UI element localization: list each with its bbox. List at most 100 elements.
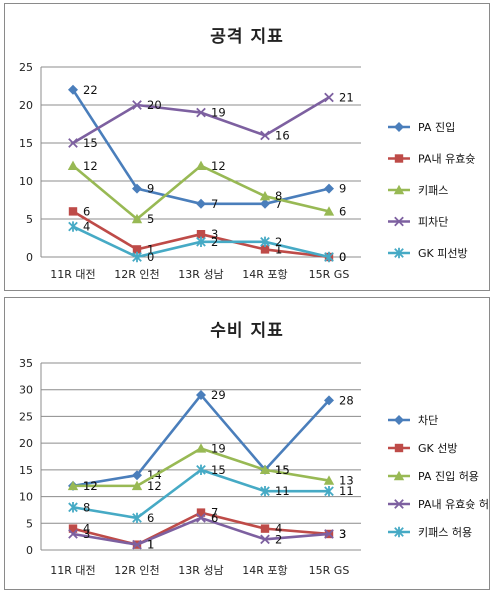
data-label: 6 xyxy=(211,511,218,525)
attack-chart-panel: 공격 지표 0 5 10 15 20 25 11R 대전 12R 인천 13R 성남 14R 포항… xyxy=(4,3,490,291)
data-point xyxy=(324,486,334,497)
data-label: 13 xyxy=(339,474,354,488)
data-point xyxy=(323,475,335,485)
y-tick-label: 20 xyxy=(19,437,33,450)
y-tick-label: 35 xyxy=(19,357,33,370)
data-point xyxy=(196,230,206,239)
data-point xyxy=(196,508,206,517)
data-point xyxy=(324,251,334,263)
x-tick-label: 13R 성남 xyxy=(178,564,223,577)
x-tick-label: 12R 인천 xyxy=(114,563,159,577)
data-point xyxy=(260,524,270,533)
series-5: 8 6 15 11 11 xyxy=(68,463,354,525)
data-point xyxy=(132,512,142,524)
legend-marker xyxy=(394,415,404,425)
data-point xyxy=(68,524,78,533)
series-4: 15 20 19 16 21 xyxy=(68,90,354,150)
data-label: 3 xyxy=(83,527,90,541)
data-point xyxy=(68,502,78,513)
y-tick-label: 20 xyxy=(19,99,33,112)
data-point xyxy=(132,100,142,110)
legend-item: PA내 유효슛 허용 xyxy=(388,498,489,511)
data-label: 4 xyxy=(275,522,282,536)
data-label: 8 xyxy=(83,500,90,514)
y-tick-label: 25 xyxy=(19,410,33,423)
x-tick-label: 15R GS xyxy=(309,268,350,281)
legend-label: 차단 xyxy=(418,414,438,427)
data-point xyxy=(260,486,270,497)
legend-marker xyxy=(394,247,404,259)
data-label: 3 xyxy=(211,227,218,241)
data-point xyxy=(323,206,335,216)
data-point xyxy=(132,251,142,263)
attack-chart-title: 공격 지표 xyxy=(210,27,284,47)
data-label: 8 xyxy=(275,189,282,203)
series-1: 22 9 7 7 9 xyxy=(68,83,346,211)
legend-label: 키패스 허용 xyxy=(418,526,472,539)
data-label: 12 xyxy=(83,479,98,493)
data-label: 28 xyxy=(339,393,354,407)
legend-item: 키패스 허용 xyxy=(388,526,472,539)
data-point xyxy=(196,107,206,118)
data-point xyxy=(195,160,207,170)
data-label: 4 xyxy=(83,522,90,536)
x-tick-label: 14R 포항 xyxy=(242,268,287,281)
data-point xyxy=(132,245,142,254)
x-tick-label: 11R 대전 xyxy=(50,268,95,281)
data-label: 11 xyxy=(275,484,290,498)
data-label: 12 xyxy=(211,159,226,173)
series-3: 12 5 12 8 6 xyxy=(67,159,346,226)
data-label: 15 xyxy=(83,136,98,150)
data-label: 0 xyxy=(339,250,346,264)
data-label: 21 xyxy=(339,90,354,104)
data-label: 12 xyxy=(83,159,98,173)
legend-item: 피차단 xyxy=(388,216,448,229)
data-label: 6 xyxy=(147,511,154,525)
data-label: 9 xyxy=(147,182,154,196)
legend-label: GK 선방 xyxy=(418,442,457,455)
data-label: 1 xyxy=(147,538,154,552)
data-label: 1 xyxy=(147,242,154,256)
data-label: 19 xyxy=(211,106,226,120)
data-label: 2 xyxy=(211,235,218,249)
y-tick-label: 30 xyxy=(19,384,33,397)
series-5: 4 0 2 2 0 xyxy=(68,220,346,264)
data-label: 22 xyxy=(83,83,98,97)
y-tick-label: 0 xyxy=(26,251,33,264)
series-line xyxy=(71,89,330,206)
data-label: 12 xyxy=(147,479,162,493)
data-point xyxy=(260,236,270,247)
data-point xyxy=(68,221,78,232)
x-tick-label: 14R 포항 xyxy=(242,564,287,577)
data-label: 7 xyxy=(211,506,218,520)
data-point xyxy=(68,529,78,539)
data-point xyxy=(260,198,270,209)
data-point xyxy=(68,84,78,95)
data-label: 16 xyxy=(275,128,290,142)
data-point xyxy=(132,539,142,550)
data-label: 5 xyxy=(147,212,154,226)
legend-label: PA 진입 허용 xyxy=(418,470,479,483)
legend-label: PA내 유효슛 허용 xyxy=(418,498,489,511)
legend-label: PA내 유효슛 xyxy=(418,153,475,166)
data-label: 1 xyxy=(275,242,282,256)
data-label: 20 xyxy=(147,98,162,112)
series-3: 12 12 19 15 13 xyxy=(67,441,354,493)
legend-item: PA내 유효슛 xyxy=(388,153,475,166)
data-label: 3 xyxy=(339,527,346,541)
series-4: 3 1 6 2 3 xyxy=(68,511,346,552)
y-tick-label: 10 xyxy=(19,491,33,504)
data-point xyxy=(260,130,270,141)
legend-marker xyxy=(394,122,404,132)
data-label: 1 xyxy=(147,538,154,552)
data-point xyxy=(196,236,206,247)
data-point xyxy=(324,92,334,103)
legend-marker xyxy=(393,184,405,195)
data-label: 19 xyxy=(211,441,226,455)
data-label: 15 xyxy=(275,463,290,477)
legend-item: PA 진입 허용 xyxy=(388,470,479,483)
legend-label: 피차단 xyxy=(418,216,448,229)
data-label: 0 xyxy=(339,250,346,264)
data-point xyxy=(195,443,207,453)
